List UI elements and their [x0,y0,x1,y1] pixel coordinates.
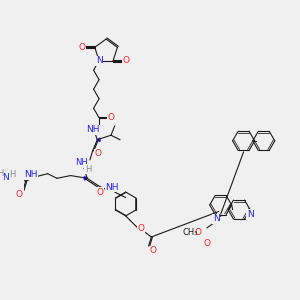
Text: CH₃: CH₃ [183,228,198,237]
Text: H: H [9,170,15,179]
Text: N: N [213,214,220,223]
Text: NH: NH [86,125,99,134]
Text: O: O [122,56,129,65]
Text: O: O [16,190,23,199]
Text: O: O [107,113,115,122]
Text: NH: NH [105,183,119,192]
Text: NH: NH [75,158,88,167]
Text: O: O [78,43,85,52]
Polygon shape [97,138,100,142]
Polygon shape [84,176,87,180]
Text: O: O [203,239,210,248]
Text: O: O [194,228,201,237]
Text: NH: NH [25,170,38,179]
Text: H: H [0,169,3,178]
Text: N: N [247,210,254,219]
Text: N: N [2,173,9,182]
Text: O: O [95,149,102,158]
Text: O: O [150,246,157,255]
Text: H: H [85,165,91,174]
Text: O: O [97,188,104,196]
Text: N: N [96,56,103,65]
Text: O: O [138,224,145,233]
